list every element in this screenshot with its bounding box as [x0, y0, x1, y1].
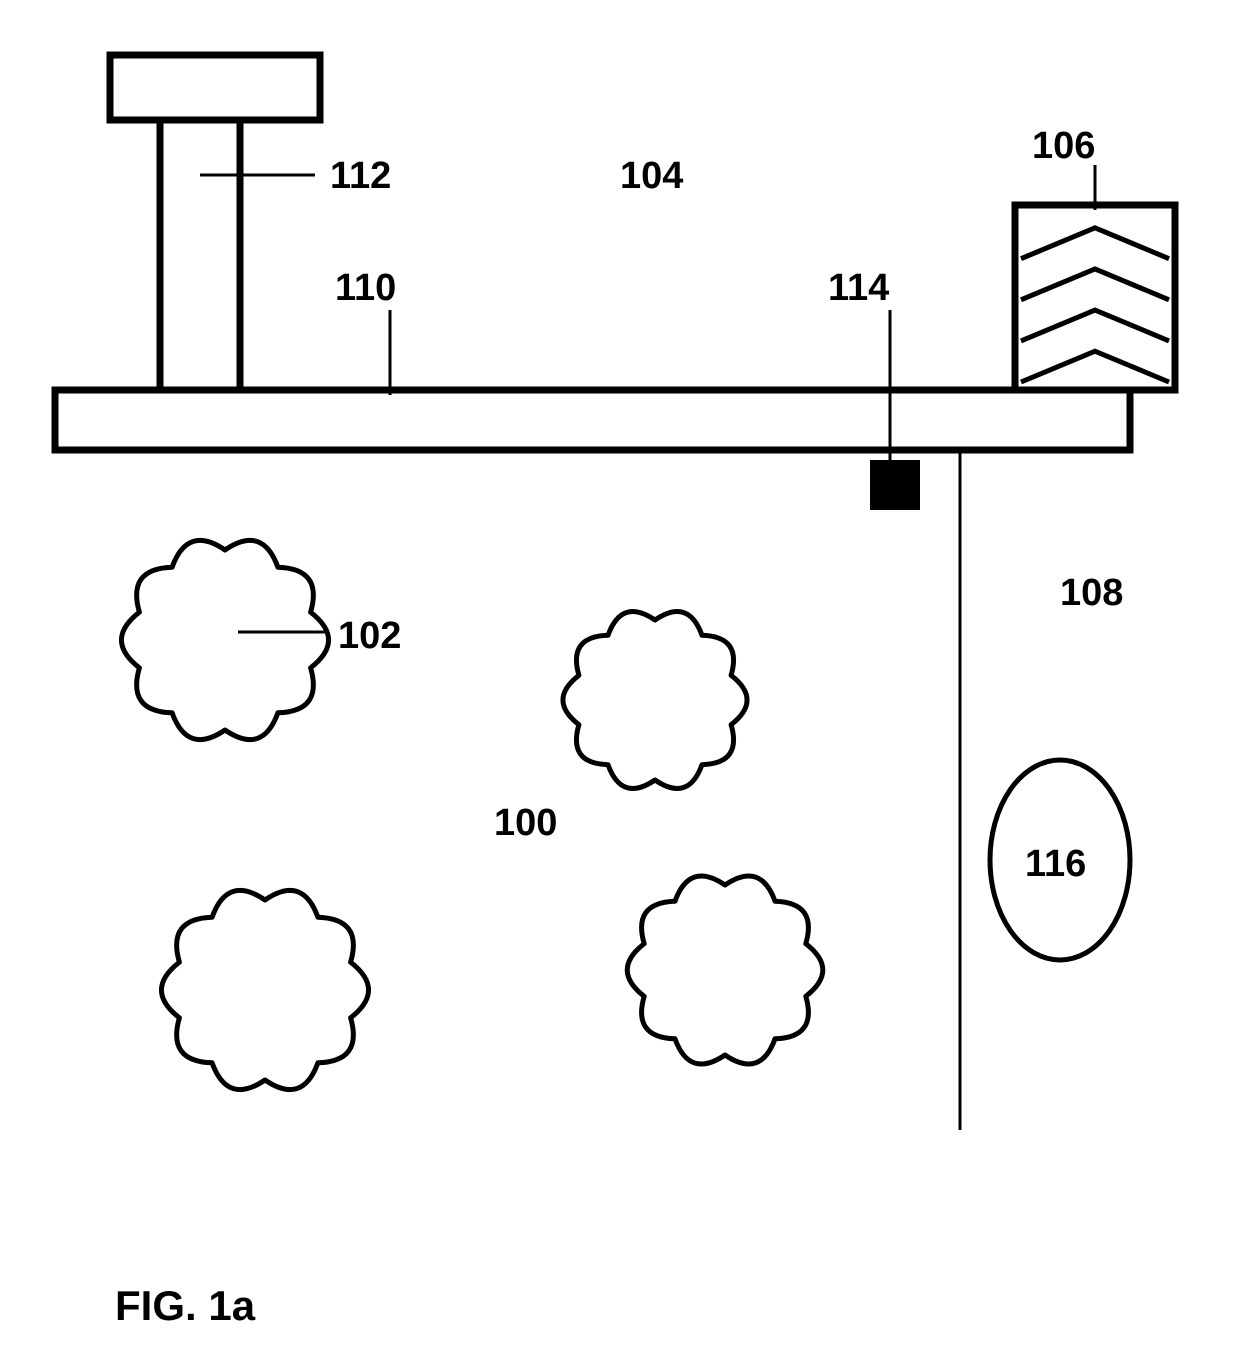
sign-post — [160, 120, 240, 390]
cloud-1 — [563, 612, 747, 789]
label-110: 110 — [335, 267, 396, 309]
label-106: 106 — [1032, 125, 1095, 167]
cloud-3 — [627, 876, 823, 1064]
cloud-0 — [121, 540, 328, 739]
beam — [55, 390, 1130, 450]
label-116: 116 — [1025, 843, 1086, 885]
label-108: 108 — [1060, 572, 1123, 614]
label-104: 104 — [620, 155, 683, 197]
cloud-2 — [161, 890, 368, 1089]
chevron-box — [1015, 205, 1175, 390]
figure-title: FIG. 1a — [115, 1282, 256, 1329]
label-114: 114 — [828, 267, 889, 309]
label-102: 102 — [338, 615, 401, 657]
label-100: 100 — [494, 802, 557, 844]
label-112: 112 — [330, 155, 391, 197]
sign-top — [110, 55, 320, 120]
sensor-box — [870, 460, 920, 510]
